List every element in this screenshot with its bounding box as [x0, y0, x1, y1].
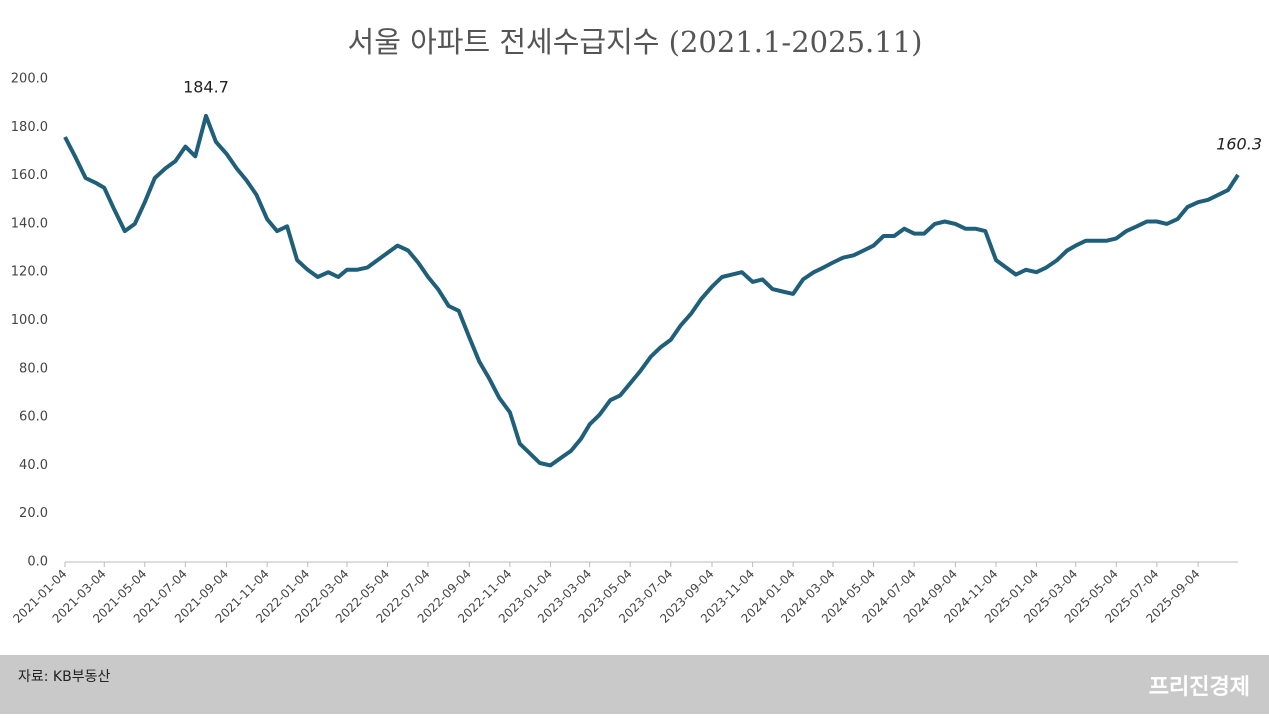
data-label: 160.3 [1216, 134, 1262, 153]
footer-band [0, 655, 1269, 714]
y-tick-label: 140.0 [11, 216, 48, 231]
chart-title: 서울 아파트 전세수급지수 (2021.1-2025.11) [348, 25, 923, 59]
y-tick-label: 0.0 [27, 555, 48, 570]
y-tick-label: 20.0 [19, 506, 48, 521]
line [63, 113, 1240, 468]
y-tick-label: 180.0 [11, 120, 48, 135]
y-tick-label: 80.0 [19, 361, 48, 376]
y-tick-label: 60.0 [19, 410, 48, 425]
data-label: 184.7 [183, 77, 229, 96]
y-tick-label: 120.0 [11, 265, 48, 280]
y-tick-label: 40.0 [19, 458, 48, 473]
y-tick-label: 160.0 [11, 168, 48, 183]
y-tick-label: 200.0 [11, 72, 48, 87]
watermark: 프리진경제 [1149, 675, 1250, 700]
source: 자료: KB부동산 [18, 669, 110, 685]
y-tick-label: 100.0 [11, 313, 48, 328]
